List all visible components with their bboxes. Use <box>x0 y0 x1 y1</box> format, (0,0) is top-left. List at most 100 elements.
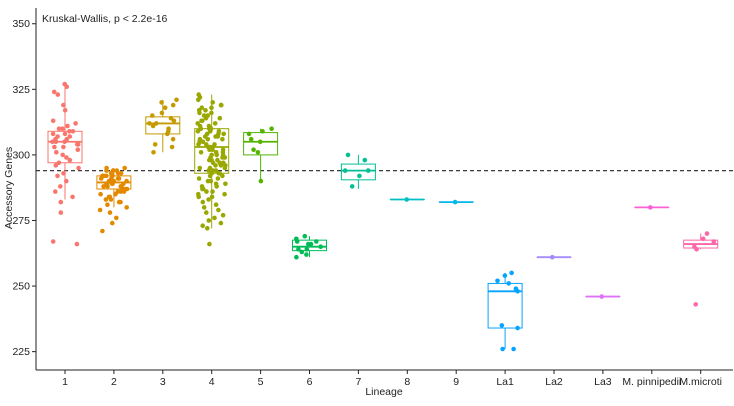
data-point <box>220 137 225 142</box>
data-point <box>303 234 308 239</box>
data-point <box>295 239 300 244</box>
data-point <box>204 189 209 194</box>
data-point <box>213 163 218 168</box>
x-tick-label: 4 <box>209 376 215 388</box>
box-5 <box>244 129 278 181</box>
data-point <box>163 105 168 110</box>
data-point <box>203 108 208 113</box>
data-point <box>118 200 123 205</box>
data-point <box>116 176 121 181</box>
data-point <box>54 150 59 155</box>
data-point <box>62 140 67 145</box>
y-tick-label: 250 <box>12 281 30 293</box>
data-point <box>693 302 698 307</box>
data-point <box>65 124 70 129</box>
x-tick-label: 5 <box>258 376 264 388</box>
data-point <box>172 119 177 124</box>
data-point <box>98 192 103 197</box>
y-tick-label: 300 <box>12 149 30 161</box>
data-point <box>50 140 55 145</box>
data-point <box>216 176 221 181</box>
data-point <box>294 255 299 260</box>
data-point <box>247 132 252 137</box>
data-point <box>251 147 256 152</box>
x-tick-label: La2 <box>545 376 563 388</box>
data-point <box>305 247 310 252</box>
data-point <box>204 210 209 215</box>
data-point <box>114 216 119 221</box>
data-point <box>76 166 81 171</box>
boxes-layer <box>48 87 718 349</box>
data-point <box>76 142 81 147</box>
data-point <box>53 189 58 194</box>
data-point <box>200 119 205 124</box>
data-point <box>208 174 213 179</box>
data-point <box>218 116 223 121</box>
data-point <box>68 158 73 163</box>
data-point <box>104 168 109 173</box>
data-point <box>199 150 204 155</box>
data-point <box>100 229 105 234</box>
data-point <box>550 255 555 260</box>
x-axis-label: Lineage <box>365 386 403 398</box>
data-point <box>260 129 265 134</box>
data-point <box>76 147 81 152</box>
y-tick-label: 350 <box>12 18 30 30</box>
data-point <box>343 168 348 173</box>
data-point <box>515 326 520 331</box>
data-point <box>56 92 61 97</box>
data-point <box>366 168 371 173</box>
data-point <box>701 237 706 242</box>
data-point <box>221 213 226 218</box>
data-point <box>171 137 176 142</box>
x-tick-label: 9 <box>453 376 459 388</box>
data-point <box>159 100 164 105</box>
x-tick-label: 8 <box>404 376 410 388</box>
data-point <box>219 163 224 168</box>
data-point <box>212 216 217 221</box>
data-point <box>110 221 115 226</box>
data-point <box>209 111 214 116</box>
data-point <box>495 279 500 284</box>
data-point <box>346 153 351 158</box>
points-layer <box>50 82 716 352</box>
data-point <box>599 294 604 299</box>
data-point <box>61 145 66 150</box>
data-point <box>64 84 69 89</box>
data-point <box>500 323 505 328</box>
data-point <box>350 184 355 189</box>
data-point <box>174 98 179 103</box>
x-tick-label: 7 <box>355 376 361 388</box>
data-point <box>196 142 201 147</box>
data-point <box>506 281 511 286</box>
data-point <box>269 126 274 131</box>
data-point <box>196 129 201 134</box>
data-point <box>214 153 219 158</box>
stat-annotation: Kruskal-Wallis, p < 2.2e-16 <box>42 13 168 25</box>
x-tick-label: 2 <box>111 376 117 388</box>
data-point <box>122 166 127 171</box>
data-point <box>51 119 56 124</box>
data-point <box>453 200 458 205</box>
data-point <box>64 179 69 184</box>
data-point <box>213 121 218 126</box>
data-point <box>259 179 264 184</box>
data-point <box>59 200 64 205</box>
data-point <box>57 126 62 131</box>
data-point <box>207 242 212 247</box>
data-point <box>220 174 225 179</box>
data-point <box>75 242 80 247</box>
data-point <box>214 184 219 189</box>
data-point <box>207 147 212 152</box>
y-tick-label: 325 <box>12 84 30 96</box>
data-point <box>223 166 228 171</box>
data-point <box>198 166 203 171</box>
data-point <box>213 134 218 139</box>
data-point <box>51 239 56 244</box>
data-point <box>61 103 66 108</box>
data-point <box>99 176 104 181</box>
data-point <box>209 105 214 110</box>
data-point <box>309 242 314 247</box>
